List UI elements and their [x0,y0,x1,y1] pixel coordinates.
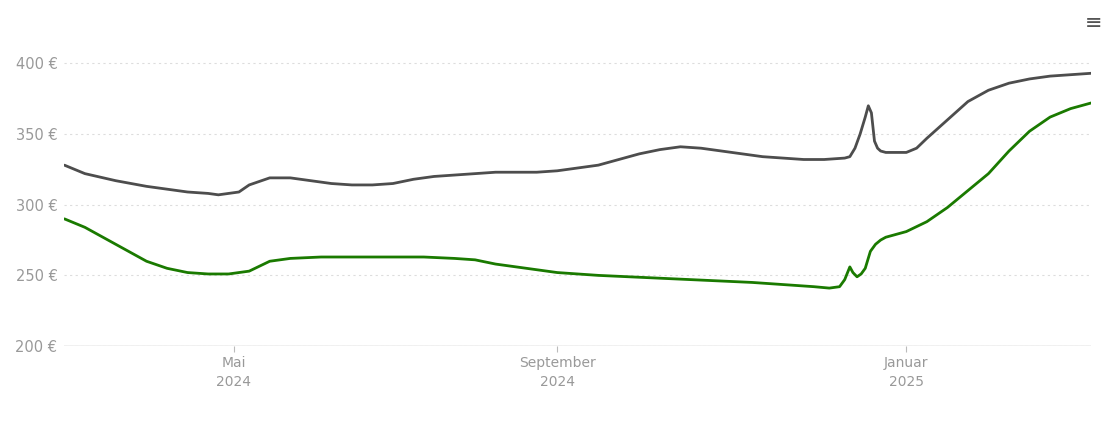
Text: ≡: ≡ [1084,13,1102,32]
